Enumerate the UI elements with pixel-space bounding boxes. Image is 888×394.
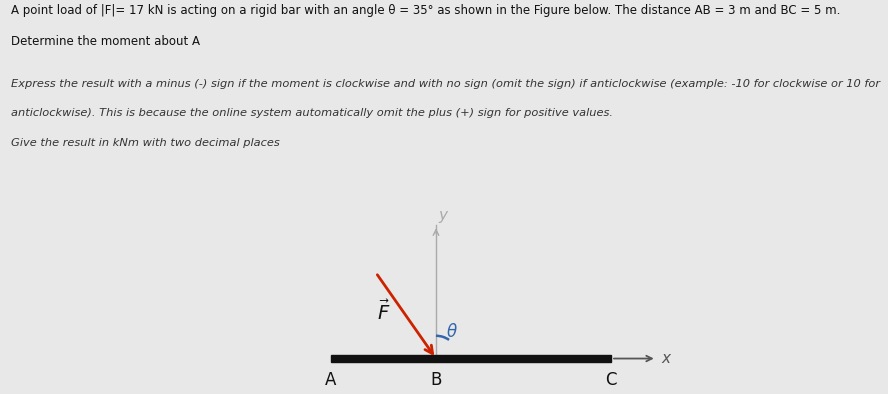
Text: B: B <box>431 371 441 389</box>
Text: A point load of |F|= 17 kN is acting on a rigid bar with an angle θ = 35° as sho: A point load of |F|= 17 kN is acting on … <box>11 4 840 17</box>
Text: Express the result with a minus (-) sign if the moment is clockwise and with no : Express the result with a minus (-) sign… <box>11 79 880 89</box>
Text: C: C <box>606 371 617 389</box>
Text: $\vec{F}$: $\vec{F}$ <box>377 300 390 324</box>
Text: A: A <box>325 371 337 389</box>
Text: θ: θ <box>447 323 456 341</box>
Text: y: y <box>439 208 448 223</box>
Text: Determine the moment about A: Determine the moment about A <box>11 35 200 48</box>
Bar <box>331 355 611 362</box>
Text: Give the result in kNm with two decimal places: Give the result in kNm with two decimal … <box>11 138 280 148</box>
Text: anticlockwise). This is because the online system automatically omit the plus (+: anticlockwise). This is because the onli… <box>11 108 613 118</box>
Text: x: x <box>662 351 671 366</box>
